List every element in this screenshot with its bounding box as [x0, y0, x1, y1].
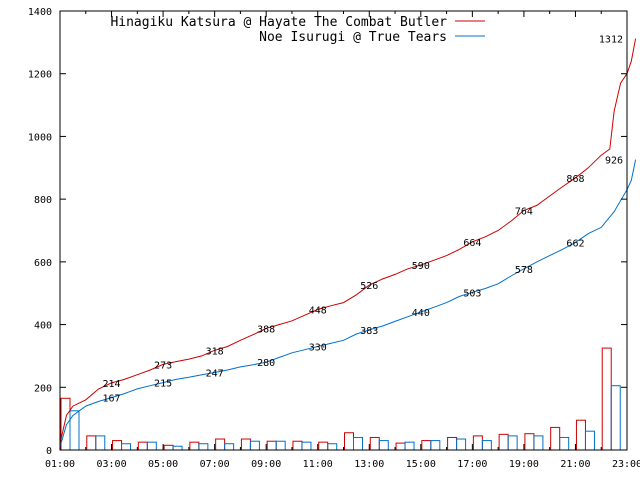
data-label: 590	[412, 261, 430, 272]
hourly-bar	[584, 430, 595, 451]
data-label: 868	[566, 174, 584, 185]
y-tick-label: 800	[34, 195, 52, 206]
hourly-bar	[318, 441, 329, 451]
data-label: 247	[206, 369, 224, 380]
legend-entry-2: Noe Isurugi @ True Tears	[259, 30, 485, 45]
hourly-bar	[69, 410, 80, 451]
lines-layer	[59, 38, 637, 448]
plot-frame	[59, 10, 628, 451]
legend-entry-1: Hinagiku Katsura @ Hayate The Combat But…	[110, 15, 485, 30]
bars-layer	[60, 347, 621, 451]
hourly-bar	[146, 441, 157, 451]
y-tick-label: 1200	[28, 70, 52, 81]
hourly-bar	[421, 440, 432, 451]
data-label: 330	[309, 343, 327, 354]
x-tick-label: 01:00	[45, 459, 75, 470]
hourly-bar	[430, 440, 441, 451]
y-tick-label: 400	[34, 321, 52, 332]
hourly-bar	[369, 436, 380, 451]
data-label: 383	[360, 326, 378, 337]
data-label: 578	[515, 265, 533, 276]
hourly-bar	[575, 419, 586, 451]
y-tick-label: 1400	[28, 7, 52, 18]
data-label: 764	[515, 206, 533, 217]
hourly-bar	[507, 435, 518, 451]
x-tick-label: 05:00	[148, 459, 178, 470]
series-line-1	[59, 38, 637, 444]
legend-label-1: Hinagiku Katsura @ Hayate The Combat But…	[110, 15, 447, 30]
data-label: 440	[412, 308, 430, 319]
x-tick-label: 09:00	[251, 459, 281, 470]
x-tick-label: 03:00	[96, 459, 126, 470]
data-label: 503	[463, 288, 481, 299]
hourly-bar	[524, 433, 535, 451]
x-tick-label: 13:00	[354, 459, 384, 470]
data-label: 662	[566, 238, 584, 249]
data-label: 1312	[599, 35, 623, 46]
hourly-bar	[395, 442, 406, 451]
hourly-bar	[95, 435, 106, 451]
hourly-bar	[163, 444, 174, 451]
hourly-bar	[601, 347, 612, 451]
hourly-bar	[121, 443, 132, 451]
data-label: 448	[309, 306, 327, 317]
hourly-bar	[189, 441, 200, 451]
hourly-bar	[327, 443, 338, 451]
legend-label-2: Noe Isurugi @ True Tears	[259, 30, 447, 45]
data-label: 526	[360, 281, 378, 292]
data-label: 215	[154, 379, 172, 390]
hourly-bar	[447, 436, 458, 451]
data-label: 273	[154, 360, 172, 371]
data-label: 664	[463, 238, 481, 249]
data-label: 318	[206, 346, 224, 357]
hourly-bar	[550, 426, 561, 451]
x-tick-label: 17:00	[457, 459, 487, 470]
x-tick-label: 07:00	[200, 459, 230, 470]
x-tick-label: 11:00	[303, 459, 333, 470]
x-tick-label: 21:00	[560, 459, 590, 470]
data-label: 167	[103, 394, 121, 405]
hourly-bar	[378, 440, 389, 451]
y-tick-label: 0	[46, 446, 52, 457]
hourly-bar	[292, 440, 303, 451]
hourly-bar	[137, 441, 148, 451]
hourly-bar	[610, 385, 621, 451]
hourly-bar	[353, 436, 363, 451]
data-label: 926	[605, 156, 623, 167]
hourly-bar	[60, 397, 71, 451]
y-tick-label: 600	[34, 258, 52, 269]
y-tick-label: 200	[34, 383, 52, 394]
hourly-bar	[533, 435, 544, 451]
x-tick-label: 19:00	[509, 459, 539, 470]
data-label: 280	[257, 358, 275, 369]
hourly-bar	[275, 440, 286, 451]
hourly-bar	[240, 438, 251, 451]
x-tick-label: 23:00	[612, 459, 640, 470]
hourly-bar	[112, 440, 123, 451]
hourly-bar	[472, 435, 483, 451]
hourly-bar	[249, 440, 260, 451]
legend: Hinagiku Katsura @ Hayate The Combat But…	[110, 15, 485, 45]
hourly-bar	[481, 440, 492, 451]
axes-layer: 0 200 400 600 800 1000 1200 1400 01:00 03:00 05:00…	[28, 7, 640, 470]
data-label: 388	[257, 324, 275, 335]
hourly-bar	[86, 435, 97, 451]
hourly-bar	[456, 438, 467, 451]
hourly-bar	[344, 432, 354, 451]
hourly-bar	[404, 441, 415, 451]
hourly-bar	[266, 440, 277, 451]
x-tick-label: 15:00	[406, 459, 436, 470]
hourly-bar	[215, 438, 226, 451]
labels-layer: 214 273 318 388 448 526 590 664 764 868 1312 167 215…	[103, 35, 623, 405]
hourly-bar	[198, 443, 209, 451]
hourly-bar	[172, 445, 183, 451]
y-tick-label: 1000	[28, 132, 52, 143]
hourly-bar	[559, 436, 570, 451]
hourly-bar	[301, 441, 312, 451]
hourly-bar	[498, 433, 509, 451]
series-line-2	[59, 159, 637, 448]
data-label: 214	[103, 379, 121, 390]
hourly-bar	[224, 443, 235, 451]
